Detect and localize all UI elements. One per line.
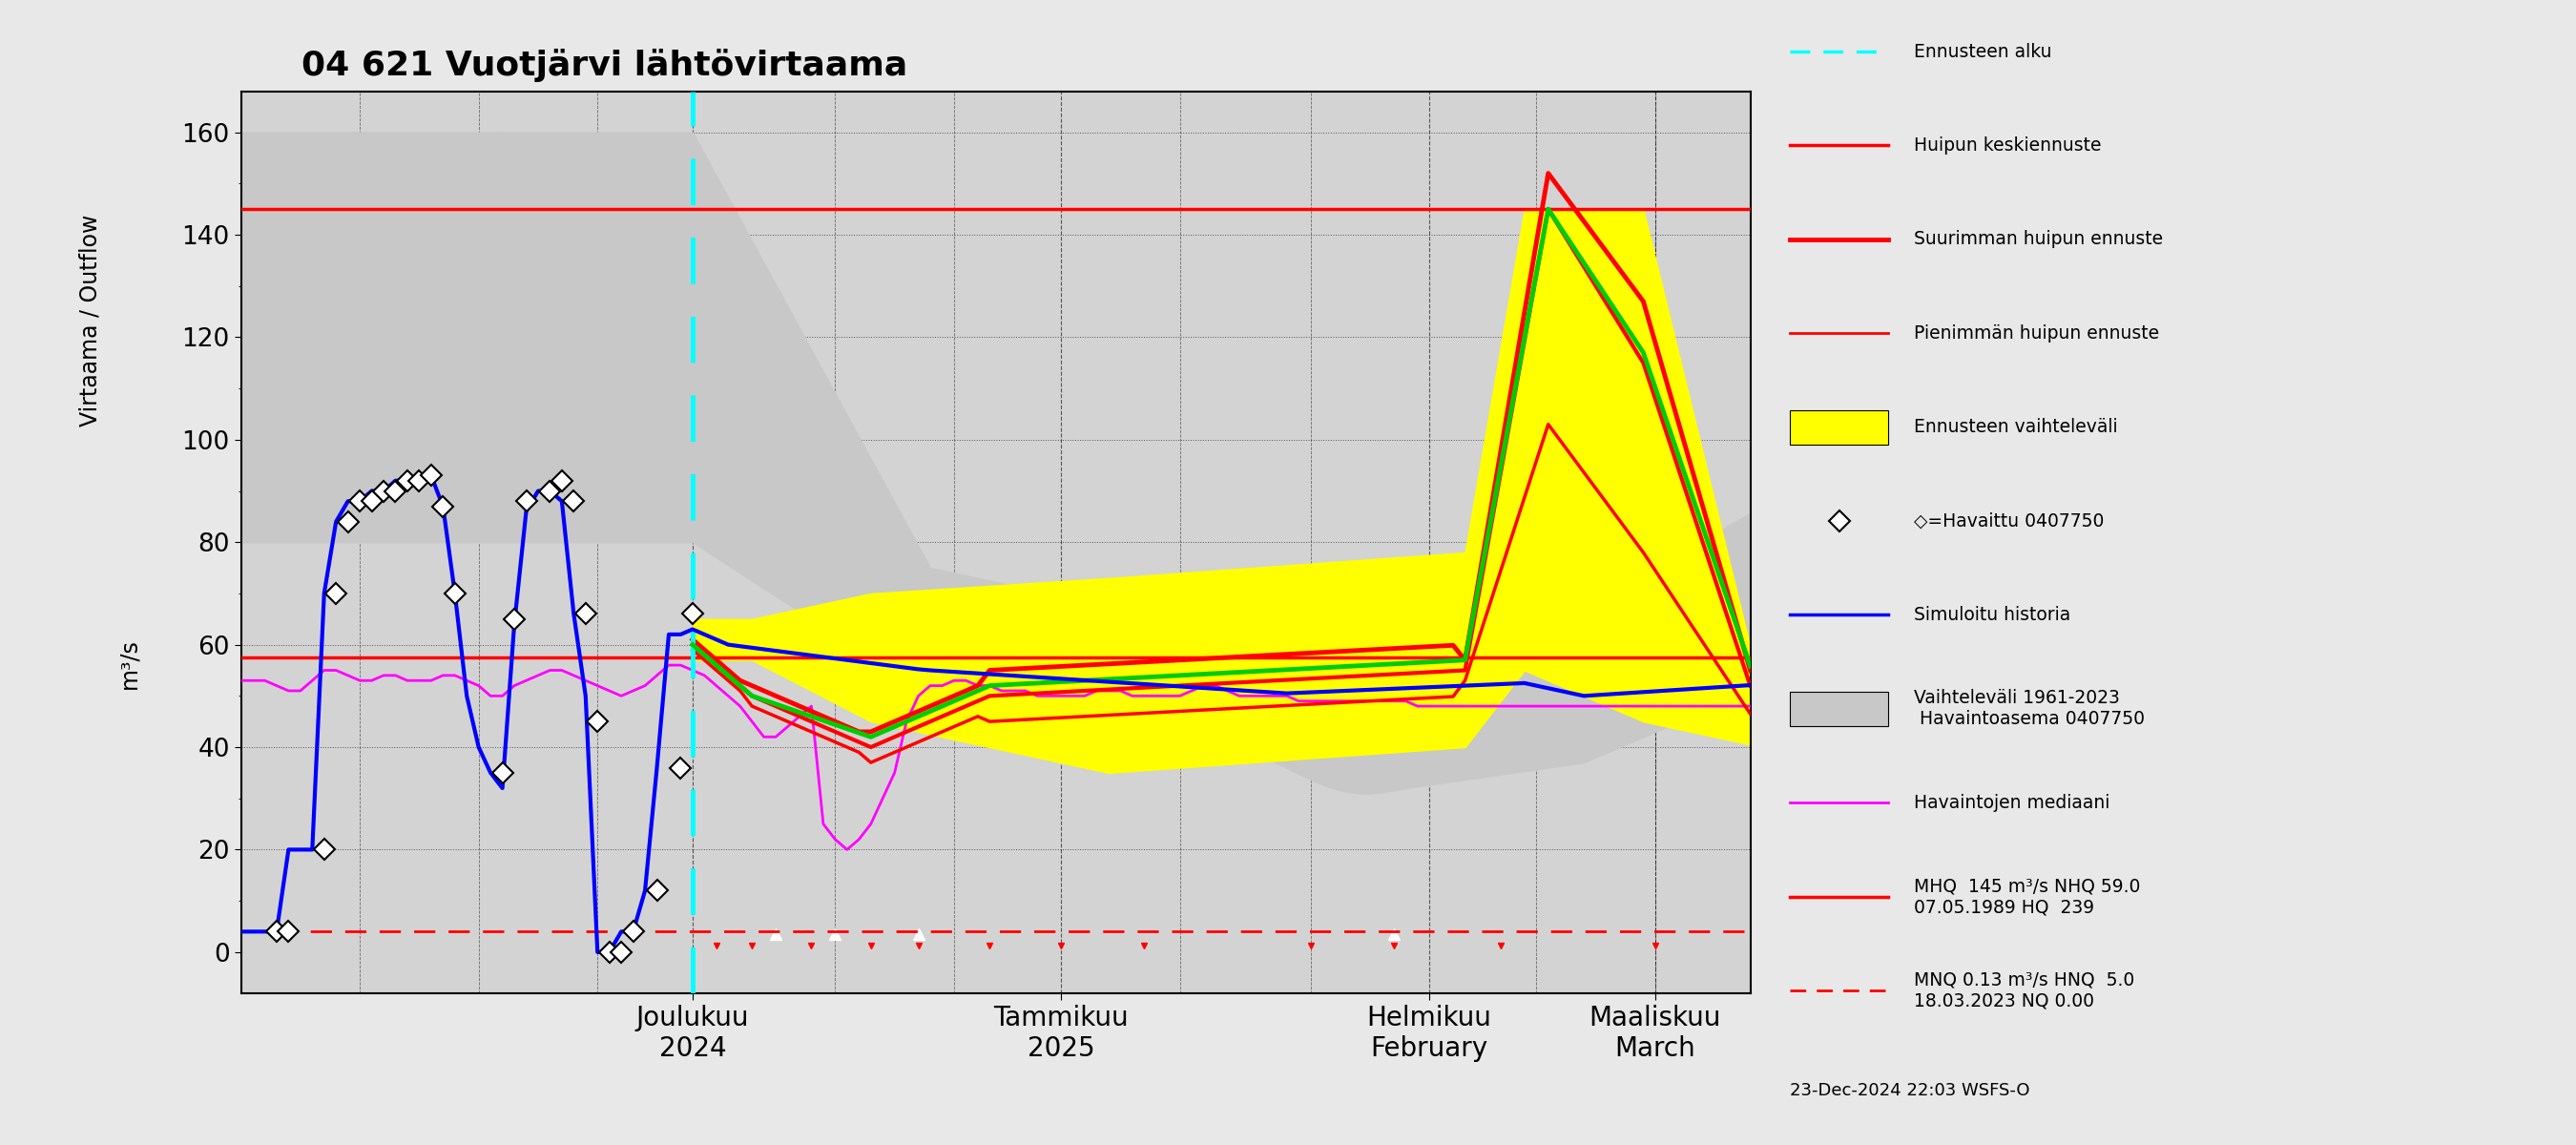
Text: Huipun keskiennuste: Huipun keskiennuste	[1914, 136, 2102, 155]
Text: Simuloitu historia: Simuloitu historia	[1914, 606, 2071, 624]
Text: Ennusteen alku: Ennusteen alku	[1914, 42, 2053, 61]
Text: ◇=Havaittu 0407750: ◇=Havaittu 0407750	[1914, 512, 2105, 530]
Text: Suurimman huipun ennuste: Suurimman huipun ennuste	[1914, 230, 2164, 248]
Text: Ennusteen vaihteleväli: Ennusteen vaihteleväli	[1914, 418, 2117, 436]
Text: MNQ 0.13 m³/s HNQ  5.0
18.03.2023 NQ 0.00: MNQ 0.13 m³/s HNQ 5.0 18.03.2023 NQ 0.00	[1914, 971, 2136, 1010]
Text: Vaihteleväli 1961-2023
 Havaintoasema 0407750: Vaihteleväli 1961-2023 Havaintoasema 040…	[1914, 689, 2146, 728]
Text: Havaintojen mediaani: Havaintojen mediaani	[1914, 793, 2110, 812]
Text: m³/s: m³/s	[118, 639, 139, 689]
Text: 23-Dec-2024 22:03 WSFS-O: 23-Dec-2024 22:03 WSFS-O	[1790, 1082, 2030, 1099]
Text: 04 621 Vuotjärvi lähtövirtaama: 04 621 Vuotjärvi lähtövirtaama	[301, 48, 907, 82]
Text: MHQ  145 m³/s NHQ 59.0
07.05.1989 HQ  239: MHQ 145 m³/s NHQ 59.0 07.05.1989 HQ 239	[1914, 877, 2141, 916]
Text: Virtaama / Outflow: Virtaama / Outflow	[80, 214, 100, 427]
Text: Pienimmän huipun ennuste: Pienimmän huipun ennuste	[1914, 324, 2159, 342]
